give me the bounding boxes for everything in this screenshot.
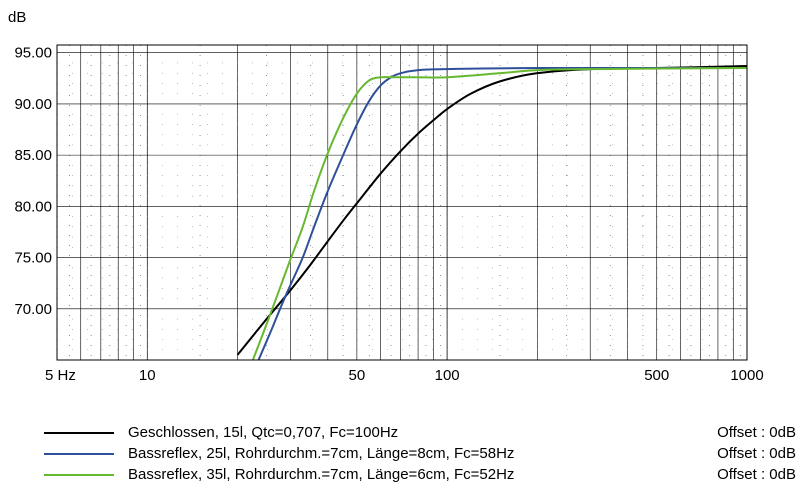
x-tick-label: 1000 bbox=[730, 367, 763, 384]
legend-swatch-bassreflex-35l bbox=[44, 474, 114, 476]
y-axis-label: dB bbox=[8, 9, 26, 26]
tick-labels: 95.00 90.00 85.00 80.00 75.00 70.00 5 Hz 10 50 10… bbox=[14, 45, 763, 384]
legend-label: Geschlossen, 15l, Qtc=0,707, Fc=100Hz bbox=[128, 424, 399, 441]
x-tick-label: 5 Hz bbox=[45, 367, 76, 384]
series-lines bbox=[236, 65, 747, 360]
legend-entry: Bassreflex, 25l, Rohrdurchm.=7cm, Länge=… bbox=[44, 443, 800, 464]
legend-offset: Offset : 0dB bbox=[717, 424, 796, 441]
series-line-0 bbox=[236, 65, 747, 356]
x-tick-label: 10 bbox=[139, 367, 156, 384]
legend-entry: Geschlossen, 15l, Qtc=0,707, Fc=100Hz Of… bbox=[44, 422, 800, 443]
legend-offset: Offset : 0dB bbox=[717, 445, 796, 462]
grid bbox=[56, 45, 748, 360]
legend: Geschlossen, 15l, Qtc=0,707, Fc=100Hz Of… bbox=[44, 422, 800, 485]
series-line-2 bbox=[251, 67, 747, 360]
x-tick-label: 50 bbox=[349, 367, 366, 384]
y-tick-label: 75.00 bbox=[14, 250, 52, 267]
x-tick-label: 100 bbox=[435, 367, 460, 384]
legend-swatch-geschlossen bbox=[44, 432, 114, 434]
y-tick-label: 90.00 bbox=[14, 96, 52, 113]
legend-swatch-bassreflex-25l bbox=[44, 453, 114, 455]
series-line-1 bbox=[257, 66, 747, 360]
y-tick-label: 70.00 bbox=[14, 301, 52, 318]
y-tick-label: 80.00 bbox=[14, 198, 52, 215]
plot-frame bbox=[56, 44, 748, 361]
x-tick-label: 500 bbox=[644, 367, 669, 384]
y-tick-label: 85.00 bbox=[14, 147, 52, 164]
legend-offset: Offset : 0dB bbox=[717, 466, 796, 483]
legend-label: Bassreflex, 35l, Rohrdurchm.=7cm, Länge=… bbox=[128, 466, 515, 483]
legend-label: Bassreflex, 25l, Rohrdurchm.=7cm, Länge=… bbox=[128, 445, 515, 462]
legend-entry: Bassreflex, 35l, Rohrdurchm.=7cm, Länge=… bbox=[44, 464, 800, 485]
y-tick-label: 95.00 bbox=[14, 45, 52, 62]
